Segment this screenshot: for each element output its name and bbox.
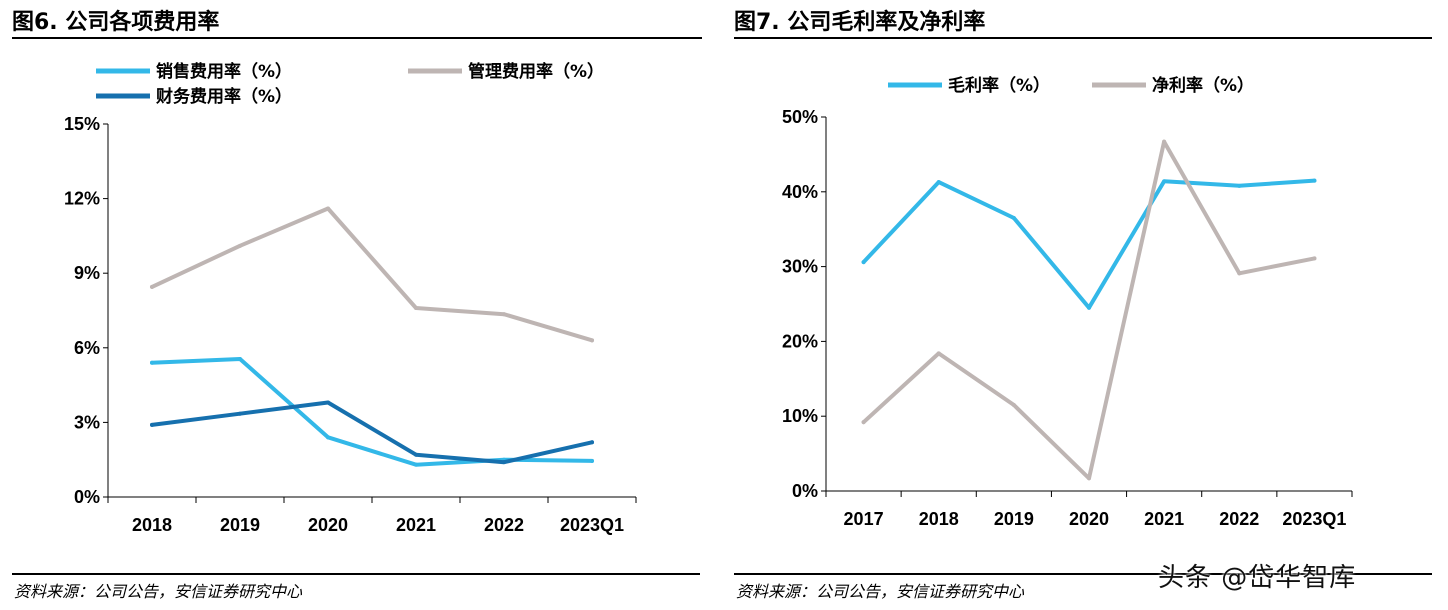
data-point-2021 (414, 306, 418, 311)
chart-title-expense-ratios: 图6. 公司各项费用率 (12, 10, 220, 35)
x-tick-label: 2018 (132, 515, 172, 535)
data-point-2019 (238, 243, 242, 248)
x-tick-label: 2022 (1219, 509, 1259, 529)
legend-label: 净利率（%） (1152, 75, 1254, 96)
data-point-2022 (1237, 271, 1242, 276)
x-tick-label: 2023Q1 (1282, 509, 1346, 529)
x-tick-label: 2019 (220, 515, 260, 535)
x-tick-label: 2020 (308, 515, 348, 535)
data-point-2020 (1087, 305, 1091, 310)
y-tick-label: 20% (782, 331, 818, 351)
legend-item-2: 净利率（%） (1092, 75, 1254, 96)
data-point-2021 (414, 452, 418, 457)
data-point-2021 (1162, 139, 1167, 144)
data-point-2019 (238, 356, 242, 361)
data-point-2023q1 (1312, 256, 1317, 261)
series-line-1 (150, 357, 594, 467)
x-tick-label: 2023Q1 (560, 515, 624, 535)
data-point-2020 (326, 435, 330, 440)
legend-item-1: 销售费用率（%） (96, 61, 292, 82)
footer-divider (734, 573, 1432, 575)
data-point-2020 (1087, 476, 1091, 481)
data-point-2017 (861, 260, 866, 265)
data-point-2021 (1162, 179, 1167, 184)
margin-panel: 图7. 公司毛利率及净利率 0% 10% 20% 30% 40% 50% 2017 2018 2… (722, 0, 1442, 610)
margin-chart: 0% 10% 20% 30% 40% 50% 2017 2018 2019 2020 2021 202… (782, 75, 1353, 529)
y-tick-label: 0% (74, 487, 100, 507)
legend-label: 毛利率（%） (948, 75, 1050, 96)
data-point-2019 (238, 411, 242, 416)
series-line-1 (861, 178, 1317, 310)
data-point-2019 (1011, 215, 1016, 220)
source-note: 资料来源：公司公告，安信证券研究中心 (14, 582, 303, 601)
data-point-2017 (861, 420, 866, 425)
footer-divider (12, 573, 700, 575)
y-tick-label: 0% (792, 481, 818, 501)
series-line-3 (150, 400, 594, 465)
y-tick-label: 12% (64, 189, 100, 209)
data-point-2023q1 (590, 440, 594, 445)
data-point-2022 (502, 460, 506, 465)
y-tick-label: 15% (64, 114, 100, 134)
data-point-2019 (1011, 402, 1016, 407)
data-point-2018 (150, 360, 154, 365)
y-tick-label: 3% (74, 412, 100, 432)
x-tick-label: 2021 (1144, 509, 1184, 529)
data-point-2023q1 (1312, 178, 1317, 183)
data-point-2020 (326, 206, 330, 211)
data-point-2018 (936, 351, 941, 356)
data-point-2018 (150, 422, 154, 427)
data-point-2023q1 (590, 338, 594, 343)
data-point-2022 (1237, 183, 1242, 188)
data-point-2021 (414, 462, 418, 467)
y-tick-label: 10% (782, 406, 818, 426)
x-tick-label: 2019 (994, 509, 1034, 529)
title-divider (12, 37, 702, 39)
legend-item-1: 毛利率（%） (888, 75, 1050, 96)
y-tick-label: 40% (782, 182, 818, 202)
y-tick-label: 6% (74, 338, 100, 358)
expense-ratio-chart: 0% 3% 6% 9% 12% 15% 2018 2019 2020 2021 2022 2023Q1… (64, 61, 637, 535)
data-point-2018 (150, 284, 154, 289)
title-divider (734, 37, 1432, 39)
y-tick-label: 50% (782, 107, 818, 127)
data-point-2018 (936, 180, 941, 185)
legend-item-3: 财务费用率（%） (96, 86, 292, 107)
watermark: 头条 @岱华智库 (1158, 563, 1357, 593)
legend-label: 管理费用率（%） (468, 61, 604, 82)
x-tick-label: 2021 (396, 515, 436, 535)
data-point-2022 (502, 312, 506, 317)
x-tick-label: 2017 (844, 509, 884, 529)
chart-title-margins: 图7. 公司毛利率及净利率 (734, 10, 986, 35)
x-tick-label: 2018 (919, 509, 959, 529)
source-note: 资料来源：公司公告，安信证券研究中心 (736, 582, 1025, 601)
x-tick-label: 2020 (1069, 509, 1109, 529)
expense-ratio-panel: 图6. 公司各项费用率 0% 3% 6% 9% 12% 15% 2018 2019 2020 20… (0, 0, 712, 610)
x-tick-label: 2022 (484, 515, 524, 535)
data-point-2020 (326, 400, 330, 405)
series-line-2 (150, 206, 594, 343)
y-tick-label: 30% (782, 257, 818, 277)
y-tick-label: 9% (74, 263, 100, 283)
legend-item-2: 管理费用率（%） (408, 61, 604, 82)
legend-label: 销售费用率（%） (156, 61, 292, 82)
legend-label: 财务费用率（%） (155, 86, 292, 107)
data-point-2023q1 (590, 458, 594, 463)
